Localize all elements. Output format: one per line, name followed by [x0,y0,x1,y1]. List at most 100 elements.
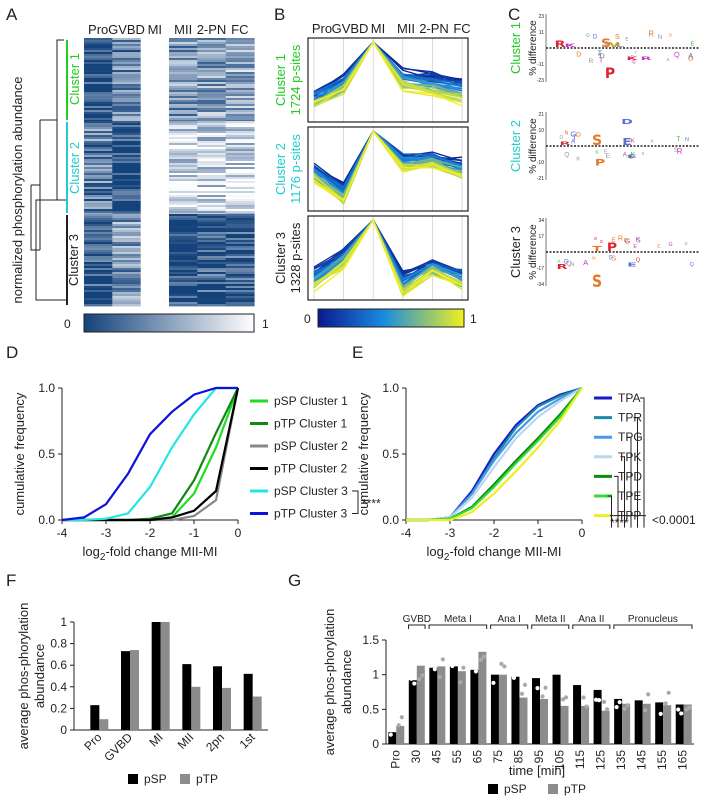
panel-a-heatmap-cell [140,84,170,87]
panel-a-heatmap-cell [197,288,227,291]
replicate-dot [514,663,520,668]
panel-c-residue-minor: K [642,151,645,156]
replicate-dot [584,704,589,709]
panel-a-heatmap-cell [197,145,227,148]
panel-a-heatmap-cell [84,42,113,45]
panel-c-tick: 21 [538,112,544,118]
x-tick-label: MI [146,730,165,749]
panel-a-heatmap-cell [169,207,198,210]
panel-a-heatmap-cell [112,280,142,283]
replicate-dot [684,707,689,712]
panel-a-heatmap-cell [140,86,170,89]
panel-a-heatmap-cell [112,76,142,79]
panel-a-heatmap-cell [169,177,198,180]
panel-a-heatmap-cell [112,96,142,99]
panel-a-heatmap-cell [169,159,198,162]
panel-a-heatmap-cell [112,248,142,251]
panel-a-heatmap-cell [140,286,170,289]
panel-c-residue-minor: Q [674,50,680,59]
panel-a-heatmap-cell [140,50,170,53]
panel-a-heatmap-cell [84,242,113,245]
panel-a-heatmap-cell [84,216,113,219]
panel-a-heatmap-cell [225,236,255,239]
panel-a-heatmap-cell [140,209,170,212]
panel-c-residue-down: S [592,272,602,292]
legend-swatch [180,774,190,784]
legend-label: pTP [196,772,218,786]
panel-a-heatmap-cell [140,151,170,154]
panel-a-heatmap-cell [140,288,170,291]
panel-a-heatmap-cell [225,268,255,271]
panel-a-heatmap-cell [112,106,142,109]
panel-a-heatmap-cell [197,110,227,113]
panel-a-heatmap-cell [197,244,227,247]
bar-ptp [683,704,692,744]
panel-a-heatmap-cell [112,46,142,49]
panel-a-heatmap-cell [197,294,227,297]
panel-a-heatmap-cell [140,185,170,188]
panel-a-heatmap-cell [112,234,142,237]
panel-a-heatmap-cell [169,137,198,140]
panel-a-heatmap-cell [197,96,227,99]
panel-a-heatmap-cell [112,110,142,113]
replicate-dot [643,708,648,713]
panel-a-heatmap-cell [225,264,255,267]
panel-a-heatmap-cell [197,66,227,69]
panel-a-heatmap-cell [140,80,170,83]
panel-a-heatmap-cell [169,236,198,239]
panel-a-heatmap-cell [169,276,198,279]
panel-a-heatmap-cell [169,135,198,138]
panel-b-column-2-pn: 2-PN [419,21,449,36]
panel-a-heatmap-cell [140,68,170,71]
panel-a-heatmap-cell [197,266,227,269]
panel-a-heatmap-cell [197,238,227,241]
panel-a-heatmap-cell [225,139,255,142]
stage-bracket [428,624,488,629]
panel-a-heatmap-cell [197,298,227,301]
replicate-dot [511,675,517,680]
panel-c-residue-minor: D [576,51,581,58]
panel-a-heatmap-cell [169,54,198,57]
panel-a-heatmap-cell [84,50,113,53]
panel-c-tick: -23 [537,78,544,84]
panel-a-heatmap-cell [84,246,113,249]
panel-a-heatmap-cell [225,110,255,113]
panel-a-heatmap-cell [84,141,113,144]
panel-a-heatmap-cell [225,80,255,83]
panel-a-heatmap-cell [140,129,170,132]
panel-a-heatmap-cell [112,163,142,166]
bar-ptp [416,665,425,744]
panel-a-heatmap-cell [225,70,255,73]
y-tick-label: 0.4 [50,680,67,694]
panel-a-heatmap-cell [140,96,170,99]
panel-a-heatmap-cell [140,108,170,111]
panel-a-heatmap-cell [225,298,255,301]
panel-a-heatmap-cell [112,197,142,200]
panel-a-heatmap-cell [112,165,142,168]
panel-a-heatmap-cell [197,64,227,67]
panel-a-heatmap-cell [84,100,113,103]
panel-a-heatmap-cell [140,258,170,261]
panel-a-heatmap-cell [225,240,255,243]
panel-a-heatmap-cell [112,304,142,307]
panel-a-heatmap-cell [197,195,227,198]
replicate-dot [666,690,671,695]
panel-a-heatmap-cell [140,205,170,208]
panel-a-heatmap-cell [169,110,198,113]
panel-a-heatmap-cell [169,151,198,154]
panel-a-heatmap-cell [225,163,255,166]
replicate-dot [478,657,483,662]
panel-a-heatmap-cell [84,286,113,289]
bar-psp [90,705,100,730]
cdf-line-psp-cluster-3 [62,386,238,522]
panel-a-heatmap-cell [112,40,142,43]
panel-a-heatmap-cell [225,84,255,87]
panel-a-heatmap-cell [84,147,113,150]
panel-a-heatmap-cell [84,40,113,43]
panel-a-heatmap-cell [84,94,113,97]
panel-a-heatmap-cell [84,159,113,162]
bar-psp [655,702,664,744]
panel-c-residue-minor: E [604,150,608,156]
significance-bracket [352,490,359,514]
x-tick-label: -2 [489,526,500,540]
